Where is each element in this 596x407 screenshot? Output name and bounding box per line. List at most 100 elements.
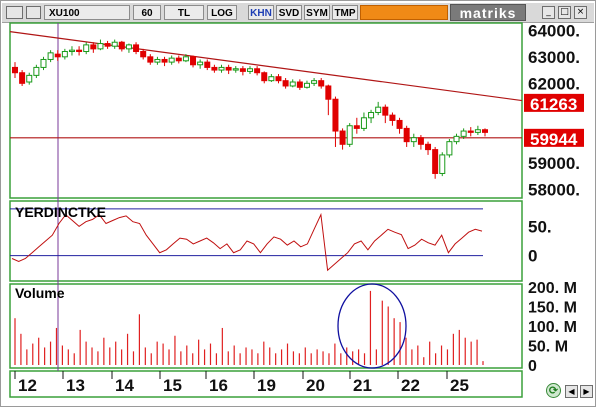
candle-body [247, 68, 253, 72]
status-bar [360, 5, 448, 20]
last-price-tag-bg [524, 93, 584, 112]
price-tick-label: 63000. [528, 48, 580, 67]
x-tick-label: 12 [18, 376, 37, 395]
candle-body [90, 44, 97, 50]
candle-body [61, 51, 68, 58]
volume-tick-label: 200. M [528, 280, 577, 297]
x-tick-label: 14 [115, 376, 134, 395]
tmp-button[interactable]: TMP [332, 5, 358, 20]
last-price-tag: 61263 [530, 95, 577, 114]
indicator-tick-label: 50. [528, 217, 552, 236]
price-tick-label: 62000. [528, 74, 580, 93]
candle-body [275, 76, 282, 82]
candle-body [147, 56, 154, 63]
volume-highlight-ellipse [337, 283, 407, 369]
x-tick-label: 13 [66, 376, 85, 395]
khn-button[interactable]: KHN [248, 5, 274, 20]
candle-body [47, 52, 54, 60]
axis-layer: 64000.63000.62000.60000.59000.58000.6126… [14, 21, 584, 395]
support-price-tag-bg [524, 128, 584, 147]
symbol-field[interactable]: XU100 [44, 5, 130, 20]
volume-panel-border [9, 283, 523, 369]
candle-body [474, 129, 481, 133]
minimize-button[interactable]: _ [542, 6, 555, 19]
candle-body [118, 41, 125, 50]
close-button[interactable]: × [574, 6, 587, 19]
candle-body [396, 119, 403, 129]
candle-body [140, 51, 147, 58]
candle-body [204, 61, 211, 68]
toolbar: XU100 60 TL LOG KHN SVD SYM TMP matriks … [2, 3, 594, 23]
candle-body [211, 66, 218, 71]
candle-body [303, 82, 310, 88]
refresh-icon[interactable]: ⟳ [546, 383, 561, 398]
close-chart-icon[interactable] [26, 6, 41, 19]
candle-body [289, 81, 296, 87]
candle-body [133, 44, 140, 53]
scroll-right-icon[interactable]: ▶ [580, 385, 593, 398]
x-tick-label: 25 [450, 376, 469, 395]
candle-body [432, 149, 439, 174]
price-tick-label: 58000. [528, 180, 580, 199]
sym-button[interactable]: SYM [304, 5, 330, 20]
maximize-button[interactable]: □ [558, 6, 571, 19]
scroll-left-icon[interactable]: ◀ [565, 385, 578, 398]
candle-body [218, 66, 225, 71]
candle-body [453, 135, 460, 143]
candle-body [54, 53, 61, 58]
candle-body [360, 117, 367, 129]
price-tick-label: 59000. [528, 154, 580, 173]
support-price-tag: 59944 [530, 130, 578, 149]
volume-tick-label: 100. M [528, 319, 577, 336]
candle-body [182, 56, 189, 62]
candle-body [446, 141, 453, 156]
currency-button[interactable]: TL [164, 5, 204, 20]
candle-body [12, 66, 18, 74]
indicator-panel-border [9, 200, 523, 282]
candle-body [197, 61, 204, 66]
period-button[interactable]: 60 [133, 5, 161, 20]
xaxis-border [9, 370, 523, 398]
candle-body [111, 41, 118, 47]
candle-body [460, 130, 467, 137]
candle-body [417, 137, 424, 145]
indicator-title: YERDINCTKE [15, 204, 106, 220]
x-tick-label: 16 [209, 376, 228, 395]
candle-body [353, 125, 360, 129]
volume-tick-label: 50. M [528, 339, 568, 356]
x-tick-label: 20 [306, 376, 325, 395]
indicator-tick-label: 0 [528, 247, 537, 266]
x-tick-label: 19 [257, 376, 276, 395]
candle-body [389, 114, 396, 121]
candle-body [268, 76, 275, 82]
candle-body [19, 72, 26, 84]
candle-body [97, 43, 104, 50]
price-layer [9, 31, 523, 179]
candle-body [261, 72, 268, 82]
candle-body [161, 58, 168, 63]
chart-type-icon[interactable] [6, 6, 23, 19]
candle-body [125, 44, 132, 50]
candle-body [175, 57, 182, 62]
candle-body [26, 74, 33, 83]
price-tick-label: 64000. [528, 21, 580, 40]
candle-body [375, 106, 382, 113]
candle-body [368, 111, 375, 119]
candle-body [346, 125, 353, 145]
candle-body [154, 58, 161, 63]
candle-body [318, 80, 325, 87]
candle-body [254, 68, 261, 74]
volume-layer [14, 290, 484, 365]
candle-body [382, 106, 389, 116]
indicator-layer [10, 208, 483, 272]
candle-body [232, 68, 239, 71]
candle-body [410, 137, 417, 143]
x-tick-label: 22 [401, 376, 420, 395]
price-panel-border [9, 22, 523, 199]
svd-button[interactable]: SVD [276, 5, 302, 20]
log-scale-button[interactable]: LOG [207, 5, 237, 20]
candle-body [76, 49, 83, 53]
x-tick-label: 21 [353, 376, 372, 395]
